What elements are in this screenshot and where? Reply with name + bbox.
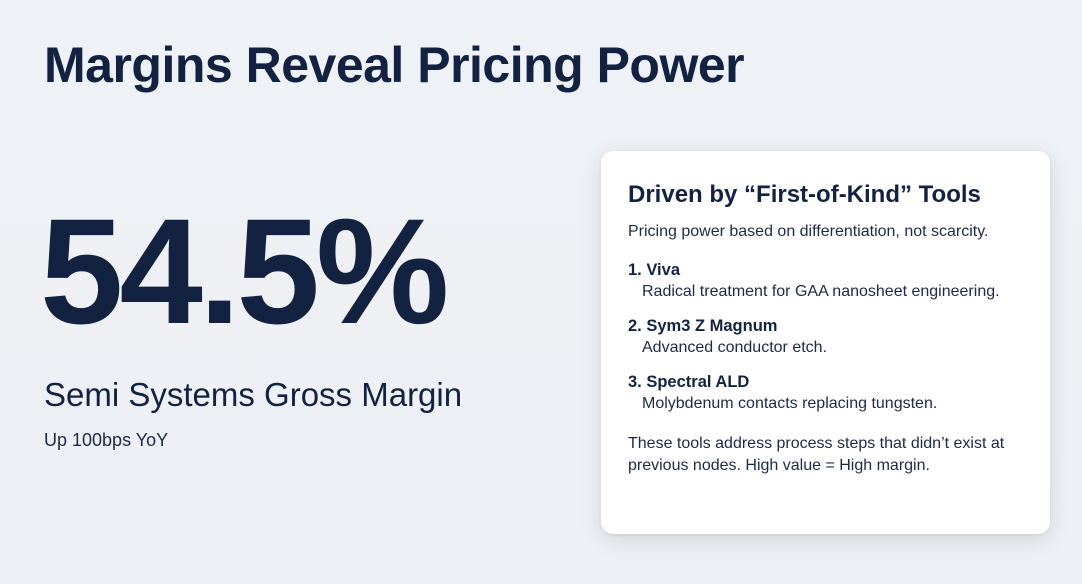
card-intro: Pricing power based on differentiation, … (628, 223, 989, 240)
drivers-card: Driven by “First-of-Kind” Tools Pricing … (601, 151, 1050, 534)
gross-margin-value: 54.5% (40, 187, 449, 355)
tool-description: Radical treatment for GAA nanosheet engi… (642, 283, 1000, 300)
tool-description: Advanced conductor etch. (642, 339, 828, 356)
card-title: Driven by “First-of-Kind” Tools (628, 181, 981, 208)
list-item: 3. Spectral ALD Molybdenum contacts repl… (628, 373, 1024, 413)
tool-name: 3. Spectral ALD (628, 373, 750, 391)
tool-description: Molybdenum contacts replacing tungsten. (642, 395, 938, 412)
gross-margin-label: Semi Systems Gross Margin (44, 376, 463, 413)
gross-margin-change: Up 100bps YoY (44, 430, 169, 450)
card-footer: These tools address process steps that d… (628, 435, 1005, 475)
list-item: 1. Viva Radical treatment for GAA nanosh… (628, 261, 1024, 301)
tool-list: 1. Viva Radical treatment for GAA nanosh… (628, 261, 1024, 413)
list-item: 2. Sym3 Z Magnum Advanced conductor etch… (628, 317, 1024, 357)
tool-name: 1. Viva (628, 261, 680, 279)
slide-title: Margins Reveal Pricing Power (44, 37, 745, 93)
tool-name: 2. Sym3 Z Magnum (628, 317, 778, 335)
